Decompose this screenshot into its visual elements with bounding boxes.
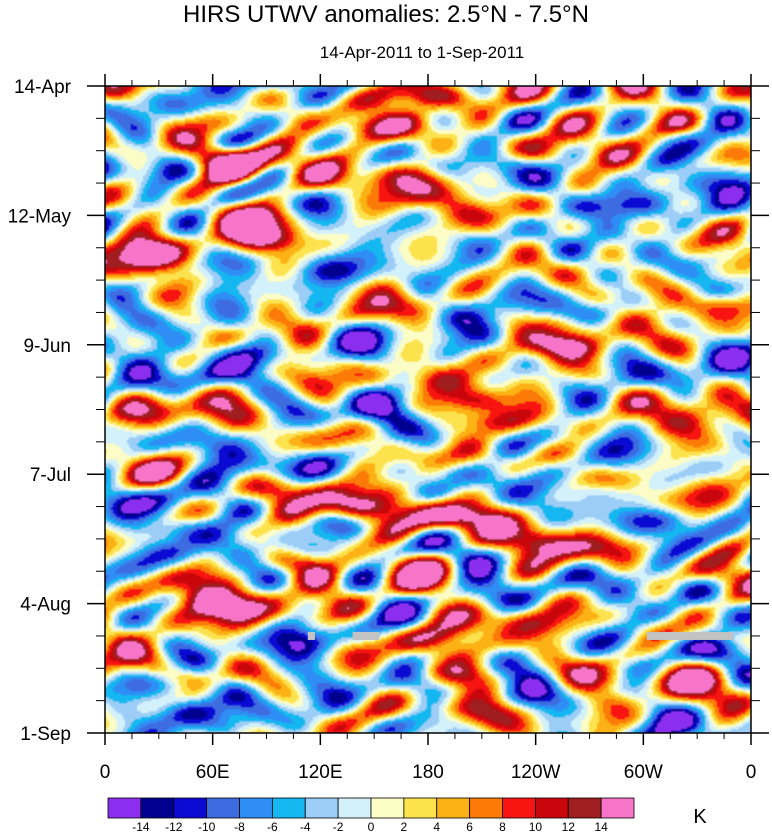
colorbar-swatch [173, 797, 208, 819]
x-tick-label: 0 [100, 762, 111, 783]
chart-subtitle: 14-Apr-2011 to 1-Sep-2011 [320, 43, 524, 62]
colorbar-swatch [140, 797, 175, 819]
missing-data-segment [646, 631, 734, 640]
colorbar-swatch [567, 797, 602, 819]
y-tick-label: 14-Apr [14, 77, 72, 98]
colorbar-swatch [534, 797, 569, 819]
colorbar-label: 8 [499, 820, 506, 834]
colorbar-label: -12 [165, 820, 183, 834]
colorbar-label: -14 [132, 820, 150, 834]
colorbar-swatch [271, 797, 306, 819]
y-tick-label: 9-Jun [23, 336, 71, 357]
colorbar-swatch [304, 797, 339, 819]
y-tick-label: 12-May [8, 206, 72, 227]
x-tick-label: 120W [511, 762, 561, 783]
colorbar-label: 10 [529, 820, 543, 834]
colorbar-swatch [239, 797, 273, 819]
colorbar-label: 0 [368, 820, 375, 834]
y-tick-label: 7-Jul [30, 465, 71, 486]
x-tick-label: 180 [412, 762, 444, 783]
colorbar-label: 2 [401, 820, 408, 834]
chart-title: HIRS UTWV anomalies: 2.5°N - 7.5°N [183, 1, 589, 28]
x-tick-label: 60E [196, 762, 230, 783]
y-tick-label: 1-Sep [20, 724, 71, 745]
colorbar-label: -2 [333, 820, 344, 834]
colorbar-label: 12 [562, 820, 576, 834]
anomaly-field [105, 86, 751, 733]
missing-data-segment [307, 631, 315, 640]
colorbar-swatch [370, 797, 405, 819]
x-tick-label: 60W [624, 762, 663, 783]
colorbar-label: -8 [234, 820, 245, 834]
colorbar-label: -10 [198, 820, 216, 834]
colorbar-swatch [337, 797, 372, 819]
colorbar: -14 -12 -10 -8 -6 -4 -2 0 2 4 6 8 10 12 14 [107, 797, 635, 834]
colorbar-swatch [502, 797, 536, 819]
colorbar-label: 6 [466, 820, 473, 834]
y-axis: 14-Apr 12-May 9-Jun 7-Jul 4-Aug 1-Sep [8, 77, 769, 745]
colorbar-swatch [469, 797, 503, 819]
colorbar-swatch [206, 797, 240, 819]
colorbar-swatch [600, 797, 635, 819]
colorbar-swatch [436, 797, 471, 819]
colorbar-swatch [403, 797, 438, 819]
colorbar-label: 14 [594, 820, 608, 834]
colorbar-label: 4 [433, 820, 440, 834]
missing-data-layer [307, 631, 734, 640]
colorbar-label: -4 [300, 820, 311, 834]
colorbar-label: -6 [267, 820, 278, 834]
x-tick-label: 120E [298, 762, 342, 783]
colorbar-swatch [107, 797, 142, 819]
colorbar-unit-label: K [693, 806, 707, 828]
x-axis: 0 60E 120E 180 120W 60W 0 [100, 74, 757, 783]
plot-area [104, 85, 752, 734]
x-tick-label: 0 [746, 762, 757, 783]
missing-data-segment [352, 631, 380, 640]
y-tick-label: 4-Aug [20, 595, 71, 616]
